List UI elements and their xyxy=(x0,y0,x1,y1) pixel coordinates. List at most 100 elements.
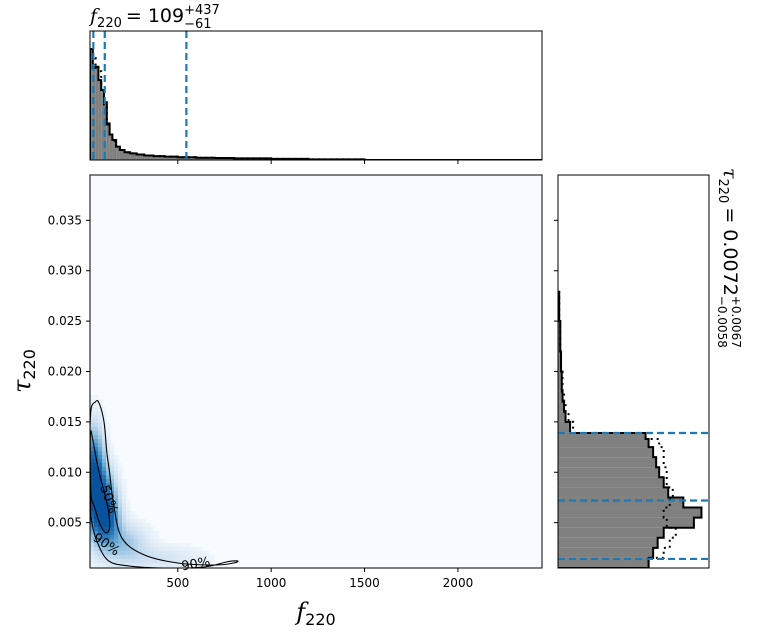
heatmap-cell xyxy=(146,531,151,536)
top-hist-dotted xyxy=(90,53,542,160)
heatmap-cell xyxy=(106,431,111,436)
heatmap-background xyxy=(90,175,542,568)
heatmap-cell xyxy=(154,563,159,568)
heatmap-cell xyxy=(154,539,159,544)
heatmap-cell xyxy=(126,539,131,544)
y-tick-label: 0.005 xyxy=(48,516,82,530)
heatmap-cell xyxy=(134,531,139,536)
heatmap-cell xyxy=(130,551,135,556)
top-hist-bar xyxy=(144,155,154,160)
heatmap-cell xyxy=(110,443,115,448)
heatmap-cell xyxy=(114,551,119,556)
heatmap-cell xyxy=(110,475,115,480)
heatmap-cell xyxy=(162,555,167,560)
heatmap-cell xyxy=(142,559,147,564)
heatmap-cell xyxy=(110,527,115,532)
heatmap-cell xyxy=(110,523,115,528)
heatmap-cell xyxy=(118,499,123,504)
heatmap-cell xyxy=(130,511,135,516)
heatmap-cell xyxy=(146,559,151,564)
heatmap-cell xyxy=(94,495,99,500)
heatmap-cell xyxy=(154,531,159,536)
heatmap-cell xyxy=(114,503,119,508)
heatmap-cell xyxy=(94,403,99,408)
heatmap-cell xyxy=(90,399,95,404)
heatmap-cell xyxy=(98,407,103,412)
heatmap-cell xyxy=(126,535,131,540)
heatmap-cell xyxy=(102,511,107,516)
heatmap-cell xyxy=(146,535,151,540)
heatmap-cell xyxy=(118,487,123,492)
heatmap-cell xyxy=(98,511,103,516)
heatmap-cell xyxy=(118,463,123,468)
heatmap-cell xyxy=(94,519,99,524)
heatmap-cell xyxy=(206,555,211,560)
heatmap-cell xyxy=(102,515,107,520)
heatmap-cell xyxy=(182,543,187,548)
heatmap-cell xyxy=(142,519,147,524)
heatmap-cell xyxy=(102,471,107,476)
heatmap-cell xyxy=(186,563,191,568)
right-panel-frame xyxy=(557,174,710,569)
heatmap-cell xyxy=(94,415,99,420)
heatmap-cell xyxy=(94,483,99,488)
heatmap-cell xyxy=(114,483,119,488)
heatmap-cell xyxy=(102,507,107,512)
heatmap-cell xyxy=(110,539,115,544)
heatmap-cell xyxy=(122,551,127,556)
heatmap-cell xyxy=(154,559,159,564)
heatmap-cell xyxy=(90,531,95,536)
heatmap-cell xyxy=(122,495,127,500)
heatmap-cell xyxy=(98,499,103,504)
right-hist-bar xyxy=(558,557,649,568)
right-hist-bar xyxy=(558,457,657,468)
heatmap-cell xyxy=(194,555,199,560)
heatmap-cell xyxy=(122,483,127,488)
heatmap-cell xyxy=(150,535,155,540)
heatmap-cell xyxy=(158,555,163,560)
heatmap-cell xyxy=(102,407,107,412)
heatmap-cell xyxy=(102,559,107,564)
heatmap-cell xyxy=(90,519,95,524)
heatmap-cell xyxy=(170,555,175,560)
heatmap-cell xyxy=(94,443,99,448)
heatmap-cell xyxy=(142,563,147,568)
heatmap-cell xyxy=(106,495,111,500)
heatmap-cell xyxy=(94,531,99,536)
right-hist-bar xyxy=(558,401,565,412)
heatmap-cell xyxy=(146,527,151,532)
heatmap-cell xyxy=(118,527,123,532)
heatmap-cell xyxy=(98,551,103,556)
heatmap-cell xyxy=(106,467,111,472)
heatmap-cell xyxy=(118,559,123,564)
heatmap-cell xyxy=(114,499,119,504)
heatmap-cell xyxy=(194,551,199,556)
heatmap-cell xyxy=(122,535,127,540)
heatmap-cell xyxy=(126,523,131,528)
heatmap-cell xyxy=(94,539,99,544)
y-tick-label: 0.035 xyxy=(48,213,82,227)
heatmap-cell xyxy=(150,539,155,544)
heatmap-cell xyxy=(90,459,95,464)
heatmap-cell xyxy=(158,547,163,552)
heatmap-cell xyxy=(182,555,187,560)
heatmap-cell xyxy=(94,535,99,540)
heatmap-cell xyxy=(114,487,119,492)
heatmap-cell xyxy=(122,479,127,484)
heatmap-cell xyxy=(106,535,111,540)
heatmap-cell xyxy=(90,515,95,520)
heatmap-cell xyxy=(126,555,131,560)
heatmap-cell xyxy=(110,447,115,452)
heatmap-cell xyxy=(110,451,115,456)
heatmap-cell xyxy=(106,555,111,560)
top-marginal-panel: f220 = 109+437 −61 xyxy=(88,3,543,161)
heatmap-cell xyxy=(114,555,119,560)
heatmap-cell xyxy=(102,479,107,484)
heatmap-cell xyxy=(106,475,111,480)
heatmap-cell xyxy=(110,503,115,508)
heatmap-cell xyxy=(130,539,135,544)
heatmap-cell xyxy=(98,431,103,436)
heatmap-cell xyxy=(102,547,107,552)
right-marginal-panel: τ220= 0.0072+0.0067 −0.0058 xyxy=(557,168,743,569)
heatmap-cell xyxy=(98,423,103,428)
